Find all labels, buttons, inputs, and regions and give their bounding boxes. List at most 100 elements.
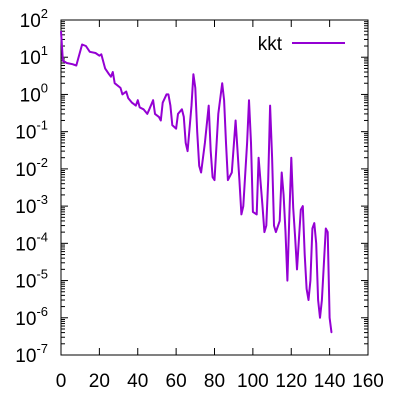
y-tick-exponent: -6 (36, 304, 48, 319)
data-point (175, 128, 177, 130)
y-tick-exponent: 2 (41, 6, 48, 21)
data-point (319, 317, 321, 319)
data-point (119, 87, 122, 89)
data-point (313, 222, 315, 224)
data-point (125, 90, 127, 93)
data-point (158, 116, 160, 118)
data-point (296, 268, 298, 270)
y-tick-label: 10-2 (15, 155, 48, 181)
data-point (187, 150, 189, 152)
data-point (127, 97, 129, 99)
data-point (194, 87, 196, 89)
data-point (283, 194, 285, 196)
y-tick-label: 100 (20, 80, 48, 106)
data-point (325, 227, 327, 230)
data-point (154, 113, 156, 115)
data-point (309, 280, 311, 282)
data-point (304, 253, 306, 256)
y-tick-label: 10-4 (15, 229, 48, 255)
y-tick-exponent: -2 (36, 155, 48, 170)
data-point (267, 179, 269, 181)
data-point (302, 205, 304, 207)
data-point (165, 93, 168, 95)
data-point (185, 142, 187, 144)
data-point (317, 299, 319, 301)
data-point (329, 317, 331, 319)
y-tick-base: 10 (15, 160, 36, 181)
data-point (227, 179, 229, 181)
y-tick-exponent: -3 (36, 192, 48, 207)
data-point (223, 99, 225, 101)
x-tick-label: 100 (237, 371, 269, 392)
data-point (171, 124, 173, 126)
data-point (311, 227, 313, 230)
y-tick-base: 10 (15, 272, 36, 293)
data-point (89, 51, 91, 53)
series-line-kkt (60, 31, 333, 333)
data-point (208, 105, 210, 107)
data-point (294, 236, 296, 238)
data-point (315, 242, 317, 244)
data-point (258, 157, 260, 159)
data-point (290, 157, 292, 159)
data-point (273, 225, 275, 227)
data-point (246, 142, 248, 144)
y-tick-exponent: -7 (36, 341, 48, 356)
y-tick-label: 102 (20, 6, 48, 32)
x-tick-label: 60 (166, 371, 187, 392)
y-tick-label: 101 (20, 43, 48, 69)
data-point (210, 150, 212, 152)
y-tick-base: 10 (15, 309, 36, 330)
data-point (160, 119, 162, 122)
y-tick-label: 10-1 (15, 118, 48, 144)
y-tick-label: 10-3 (15, 192, 48, 218)
data-point (192, 73, 194, 75)
x-tick-label: 120 (275, 371, 307, 392)
data-point (263, 231, 265, 233)
legend: kkt (258, 34, 345, 55)
y-tick-base: 10 (20, 48, 41, 69)
data-point (146, 113, 148, 115)
y-tick-exponent: -1 (36, 118, 48, 133)
data-point (238, 179, 240, 181)
data-point (190, 105, 193, 107)
y-tick-exponent: -4 (36, 229, 48, 244)
data-point (121, 93, 123, 95)
data-point (248, 99, 250, 101)
data-point (279, 220, 281, 222)
data-point (198, 165, 200, 167)
data-point (275, 231, 277, 233)
legend-label: kkt (258, 34, 283, 55)
data-point (196, 131, 198, 133)
data-point (98, 55, 100, 57)
y-tick-base: 10 (15, 346, 36, 367)
data-point (60, 30, 62, 32)
data-point (139, 106, 141, 108)
data-point (162, 102, 164, 104)
data-point (183, 116, 185, 118)
data-point (242, 205, 244, 207)
data-point (225, 142, 227, 144)
data-point (235, 119, 237, 122)
data-point (212, 176, 214, 178)
data-point (167, 93, 169, 95)
data-point (265, 225, 267, 227)
data-point (181, 108, 183, 110)
data-point (200, 171, 202, 174)
x-tick-label: 140 (314, 371, 346, 392)
data-point (204, 142, 206, 144)
data-point (108, 73, 110, 75)
data-point (71, 63, 74, 65)
data-point (62, 60, 64, 62)
y-tick-exponent: 1 (41, 43, 48, 58)
y-tick-exponent: 0 (41, 80, 48, 95)
data-point (250, 142, 252, 144)
y-tick-base: 10 (20, 85, 41, 106)
data-point (240, 213, 242, 215)
y-tick-base: 10 (15, 197, 36, 218)
data-point (221, 82, 223, 84)
data-point (321, 299, 323, 301)
data-point (100, 53, 102, 55)
y-tick-exponent: -5 (36, 267, 48, 282)
